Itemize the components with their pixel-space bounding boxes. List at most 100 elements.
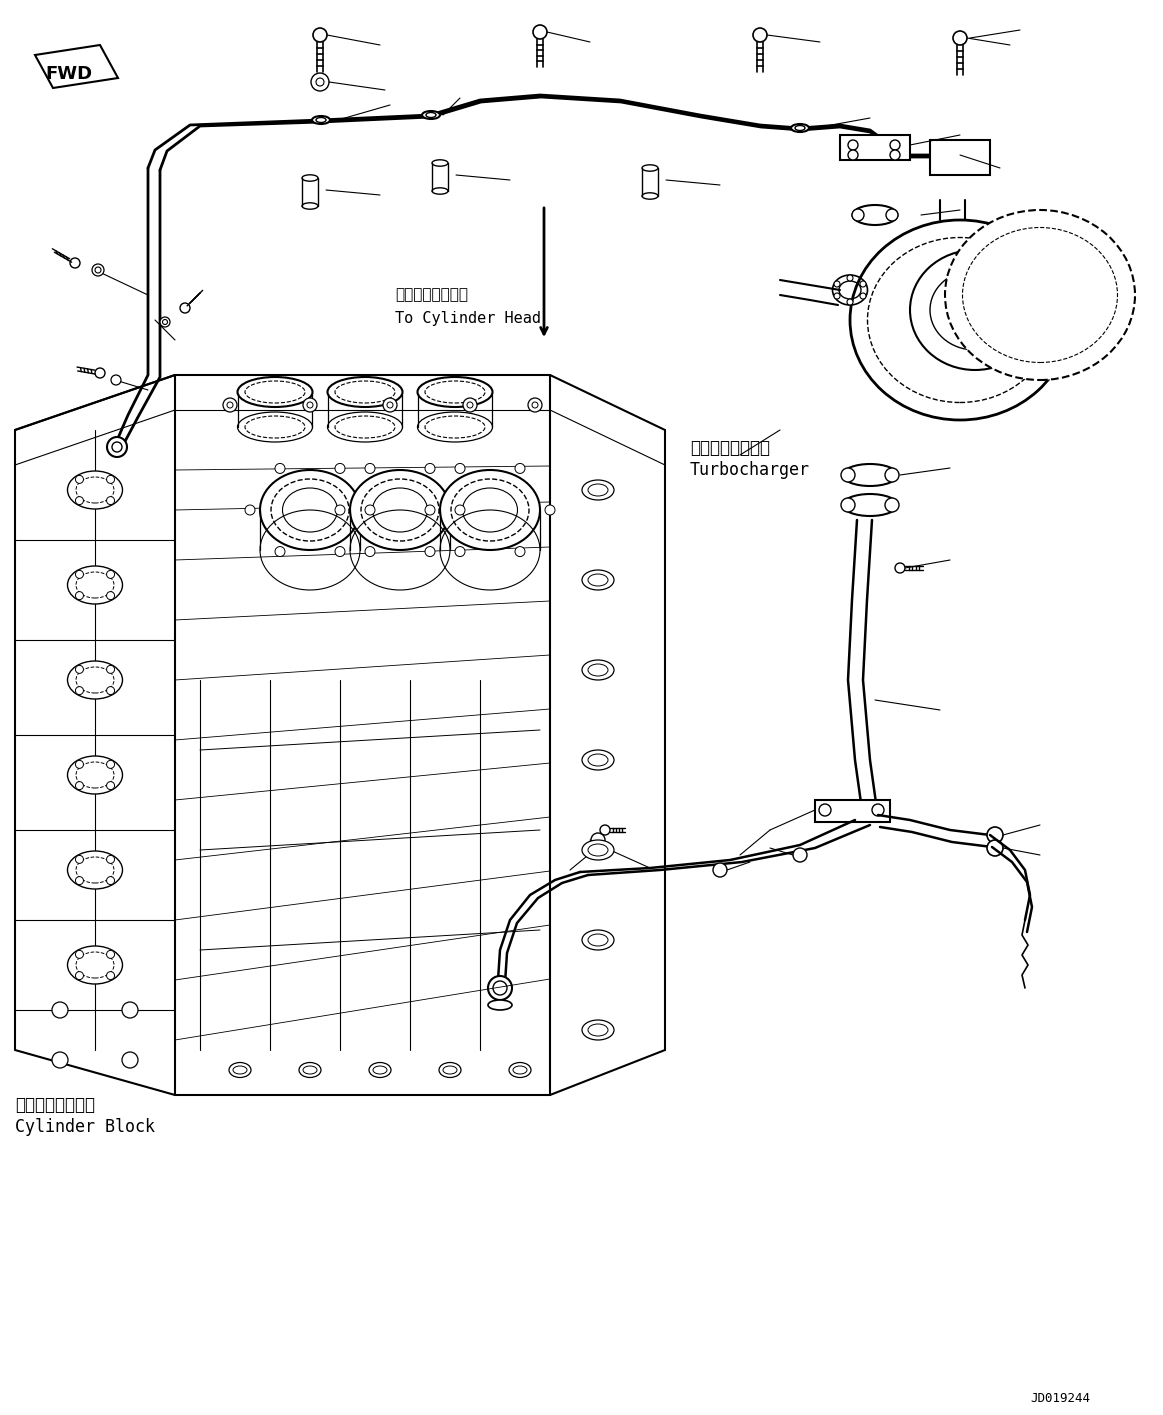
Ellipse shape (369, 1063, 391, 1077)
Circle shape (872, 804, 884, 816)
Ellipse shape (67, 947, 122, 983)
Circle shape (107, 972, 115, 979)
Circle shape (533, 25, 547, 40)
Ellipse shape (509, 1063, 531, 1077)
Circle shape (890, 150, 900, 160)
Circle shape (335, 546, 345, 556)
Circle shape (387, 402, 393, 408)
Circle shape (107, 437, 127, 457)
Circle shape (859, 282, 866, 287)
Circle shape (847, 299, 852, 306)
Circle shape (852, 209, 864, 221)
Ellipse shape (422, 110, 440, 119)
Circle shape (122, 1002, 138, 1017)
Polygon shape (35, 45, 117, 88)
Ellipse shape (431, 160, 448, 166)
Circle shape (886, 209, 898, 221)
Ellipse shape (842, 464, 898, 485)
Circle shape (307, 402, 313, 408)
Circle shape (468, 402, 473, 408)
Circle shape (424, 464, 435, 474)
Circle shape (70, 258, 80, 267)
Circle shape (76, 781, 84, 790)
Circle shape (847, 275, 852, 282)
Circle shape (455, 464, 465, 474)
Circle shape (76, 570, 84, 579)
Circle shape (76, 475, 84, 484)
Ellipse shape (237, 376, 313, 408)
Circle shape (752, 28, 768, 42)
Ellipse shape (67, 850, 122, 889)
Ellipse shape (582, 480, 614, 499)
Ellipse shape (791, 125, 809, 132)
Circle shape (52, 1002, 67, 1017)
Circle shape (107, 856, 115, 863)
Circle shape (107, 665, 115, 674)
Circle shape (463, 398, 477, 412)
Circle shape (274, 546, 285, 556)
Circle shape (793, 848, 807, 862)
Circle shape (890, 140, 900, 150)
Circle shape (885, 498, 899, 512)
Circle shape (545, 505, 555, 515)
Circle shape (163, 320, 167, 324)
Circle shape (841, 468, 855, 483)
Ellipse shape (299, 1063, 321, 1077)
Circle shape (313, 28, 327, 42)
Circle shape (365, 464, 374, 474)
Circle shape (112, 441, 122, 451)
Circle shape (304, 398, 317, 412)
Circle shape (76, 760, 84, 768)
Circle shape (95, 368, 105, 378)
Circle shape (819, 804, 832, 816)
Circle shape (591, 833, 605, 848)
Text: シリンダヘッドへ: シリンダヘッドへ (395, 287, 468, 303)
Circle shape (424, 546, 435, 556)
Circle shape (122, 1051, 138, 1068)
Circle shape (365, 505, 374, 515)
Circle shape (76, 856, 84, 863)
Text: シリンダブロック: シリンダブロック (15, 1097, 95, 1114)
Circle shape (528, 398, 542, 412)
Circle shape (311, 74, 329, 91)
Ellipse shape (582, 750, 614, 770)
Circle shape (274, 464, 285, 474)
Ellipse shape (431, 188, 448, 194)
Circle shape (365, 546, 374, 556)
Circle shape (455, 546, 465, 556)
Ellipse shape (67, 756, 122, 794)
Ellipse shape (582, 841, 614, 860)
Circle shape (848, 140, 858, 150)
Circle shape (424, 505, 435, 515)
Bar (840, 134, 909, 160)
Text: JD019244: JD019244 (1030, 1391, 1090, 1405)
Circle shape (223, 398, 237, 412)
Circle shape (335, 464, 345, 474)
Ellipse shape (488, 1000, 512, 1010)
Ellipse shape (582, 1020, 614, 1040)
Circle shape (107, 591, 115, 600)
Circle shape (383, 398, 397, 412)
Circle shape (859, 293, 866, 299)
Circle shape (92, 265, 104, 276)
Circle shape (107, 686, 115, 695)
Circle shape (493, 981, 507, 995)
Ellipse shape (316, 117, 326, 123)
Text: Cylinder Block: Cylinder Block (15, 1118, 155, 1136)
Ellipse shape (795, 126, 805, 130)
Ellipse shape (67, 661, 122, 699)
Circle shape (76, 497, 84, 505)
Circle shape (841, 498, 855, 512)
Circle shape (76, 951, 84, 958)
Ellipse shape (350, 470, 450, 550)
Text: ターボチャージャ: ターボチャージャ (690, 439, 770, 457)
Circle shape (455, 505, 465, 515)
Text: To Cylinder Head: To Cylinder Head (395, 310, 541, 325)
Circle shape (107, 497, 115, 505)
Circle shape (76, 665, 84, 674)
Ellipse shape (67, 471, 122, 509)
Ellipse shape (328, 376, 402, 408)
Ellipse shape (302, 175, 317, 181)
Ellipse shape (642, 164, 658, 171)
Ellipse shape (67, 566, 122, 604)
